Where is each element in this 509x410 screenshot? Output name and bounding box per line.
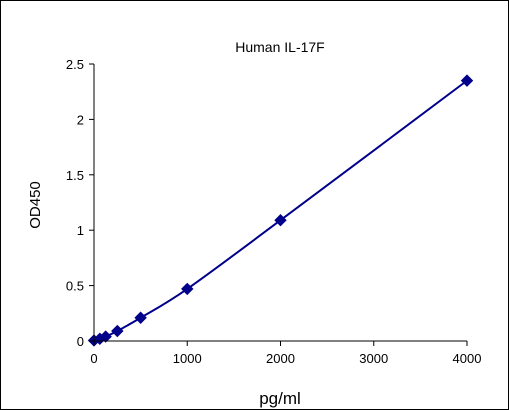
- series-line: [93, 79, 468, 342]
- y-tick-label: 1.5: [66, 168, 84, 183]
- x-tick-label: 3000: [359, 351, 388, 366]
- axes: [89, 63, 468, 346]
- x-tick-label: 2000: [266, 351, 295, 366]
- data-point-marker: [134, 311, 147, 324]
- y-tick-label: 2.5: [66, 57, 84, 72]
- y-tick-label: 1: [77, 223, 84, 238]
- y-tick-label: 0.5: [66, 279, 84, 294]
- y-tick-label: 0: [77, 334, 84, 349]
- x-axis-label: pg/ml: [259, 389, 301, 408]
- y-axis-label: OD450: [27, 181, 44, 229]
- data-point-marker: [99, 330, 112, 343]
- x-tick-label: 1000: [173, 351, 202, 366]
- tick-labels: 0 0.5 1 1.5 2 2.5 0 1000 2000 3000 4000: [66, 57, 482, 366]
- data-point-marker: [181, 282, 194, 296]
- plot-area: [87, 74, 474, 347]
- data-point-marker: [111, 324, 124, 338]
- y-tick-label: 2: [77, 112, 84, 127]
- chart-title: Human IL-17F: [235, 39, 324, 55]
- x-tick-label: 4000: [453, 351, 482, 366]
- x-tick-label: 0: [90, 351, 97, 366]
- data-point-marker: [460, 74, 474, 87]
- data-point-marker: [274, 214, 287, 227]
